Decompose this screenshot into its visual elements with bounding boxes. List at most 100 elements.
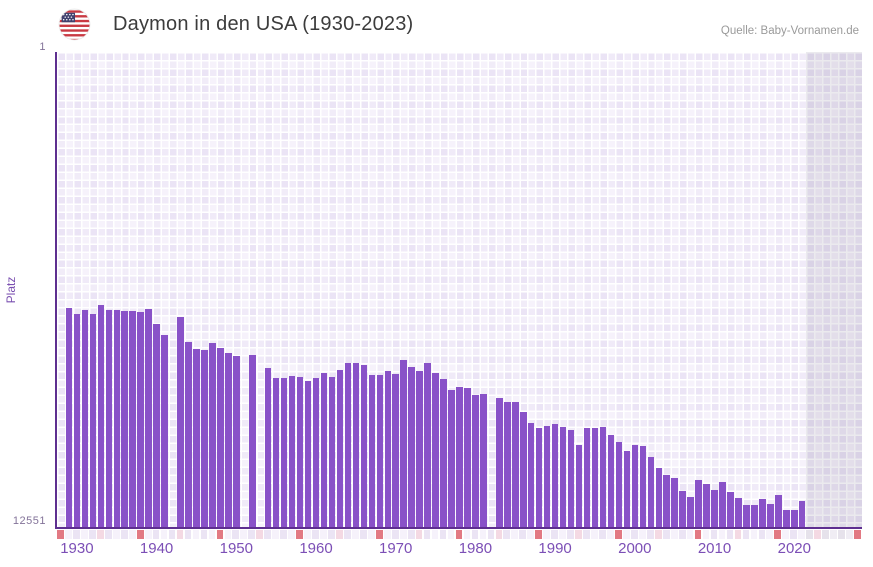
bar-1934[interactable]: [105, 309, 113, 527]
bar-2005[interactable]: [671, 478, 678, 527]
bar-1931[interactable]: [81, 309, 89, 527]
bar-2019[interactable]: [783, 510, 790, 527]
bar-1949[interactable]: [225, 353, 232, 527]
bar-1962[interactable]: [328, 377, 336, 527]
bar-1996[interactable]: [599, 426, 607, 527]
bar-2013[interactable]: [735, 497, 742, 527]
bar-1957[interactable]: [288, 375, 296, 527]
bar-2003[interactable]: [655, 467, 663, 527]
bar-1933[interactable]: [97, 304, 105, 527]
bar-1969[interactable]: [384, 370, 392, 527]
bar-1991[interactable]: [559, 427, 567, 527]
bar-1939[interactable]: [145, 308, 152, 527]
bar-1946[interactable]: [201, 349, 208, 527]
bar-1935[interactable]: [113, 309, 121, 527]
bar-1947[interactable]: [209, 343, 216, 527]
bar-1959[interactable]: [304, 381, 312, 527]
year-cell-1957: [288, 530, 295, 539]
bar-1987[interactable]: [527, 422, 535, 527]
bar-1945[interactable]: [193, 349, 200, 527]
bar-1976[interactable]: [440, 379, 447, 527]
year-cell-1942: [168, 530, 176, 539]
bar-2004[interactable]: [663, 474, 670, 527]
bar-1968[interactable]: [376, 375, 384, 527]
bar-1985[interactable]: [512, 402, 519, 527]
year-cell-1984: [503, 530, 511, 539]
bar-1940[interactable]: [153, 323, 160, 527]
bar-1992[interactable]: [567, 429, 575, 527]
bar-1988[interactable]: [535, 428, 543, 527]
bar-2001[interactable]: [639, 445, 647, 527]
bar-1998[interactable]: [615, 441, 623, 527]
bar-1971[interactable]: [400, 359, 407, 527]
bar-1979[interactable]: [464, 388, 471, 527]
bar-1936[interactable]: [121, 310, 128, 527]
bar-2017[interactable]: [767, 504, 774, 527]
year-cell-1965: [352, 530, 359, 539]
bar-1967[interactable]: [368, 375, 376, 527]
bar-2020[interactable]: [791, 509, 798, 527]
x-tick-2010: 2010: [697, 540, 732, 557]
bar-1973[interactable]: [416, 371, 423, 527]
bar-2007[interactable]: [687, 496, 694, 527]
bar-1977[interactable]: [448, 390, 455, 527]
bar-1954[interactable]: [264, 368, 272, 527]
bar-2015[interactable]: [751, 505, 758, 527]
bar-2011[interactable]: [719, 481, 726, 527]
year-cell-2020: [790, 530, 798, 539]
bar-1983[interactable]: [496, 398, 503, 527]
bar-2008[interactable]: [695, 479, 702, 527]
bar-2016[interactable]: [759, 498, 766, 527]
bar-1972[interactable]: [408, 366, 415, 527]
bar-1966[interactable]: [360, 365, 368, 527]
bar-1970[interactable]: [392, 374, 399, 527]
bar-2018[interactable]: [775, 494, 782, 527]
bar-1980[interactable]: [472, 394, 479, 527]
year-cell-2002: [646, 530, 654, 539]
bar-2021[interactable]: [798, 500, 806, 527]
bar-1986[interactable]: [520, 411, 527, 527]
bar-2012[interactable]: [727, 491, 734, 527]
bar-1978[interactable]: [456, 386, 463, 527]
bar-1941[interactable]: [161, 334, 168, 527]
bar-1930[interactable]: [73, 313, 81, 527]
bar-1965[interactable]: [352, 362, 360, 527]
bar-1994[interactable]: [583, 427, 591, 527]
bar-1974[interactable]: [424, 363, 431, 527]
year-cell-1987: [527, 530, 535, 539]
bar-1997[interactable]: [607, 434, 615, 527]
bar-1950[interactable]: [233, 355, 240, 527]
bar-1999[interactable]: [623, 450, 631, 527]
bar-1990[interactable]: [551, 423, 559, 527]
bar-1993[interactable]: [575, 444, 583, 527]
year-cell-1964: [344, 530, 351, 539]
bar-1952[interactable]: [249, 355, 256, 527]
bar-2006[interactable]: [679, 490, 686, 527]
bar-1944[interactable]: [185, 342, 192, 527]
bar-1981[interactable]: [480, 394, 487, 527]
bar-1961[interactable]: [320, 373, 328, 527]
bar-1963[interactable]: [336, 369, 344, 527]
bar-1938[interactable]: [137, 312, 144, 527]
bar-1984[interactable]: [504, 402, 511, 527]
bar-2010[interactable]: [711, 490, 718, 527]
bar-2002[interactable]: [647, 456, 655, 527]
bar-1937[interactable]: [129, 310, 136, 527]
bar-2000[interactable]: [631, 444, 639, 527]
bar-1995[interactable]: [591, 428, 599, 527]
bar-1989[interactable]: [543, 425, 551, 527]
bar-1964[interactable]: [344, 362, 352, 527]
bar-1932[interactable]: [89, 313, 97, 527]
year-cell-2028: [854, 530, 861, 539]
bar-1958[interactable]: [296, 377, 304, 527]
bar-1929[interactable]: [65, 308, 73, 527]
source-link[interactable]: Quelle: Baby-Vornamen.de: [720, 25, 859, 37]
bar-2009[interactable]: [703, 483, 710, 527]
bar-1960[interactable]: [312, 378, 320, 527]
bar-1943[interactable]: [177, 317, 184, 527]
bar-1975[interactable]: [432, 373, 439, 527]
bar-1956[interactable]: [280, 378, 288, 527]
bar-1955[interactable]: [272, 378, 280, 527]
bar-2014[interactable]: [743, 505, 750, 527]
bar-1948[interactable]: [217, 347, 224, 527]
